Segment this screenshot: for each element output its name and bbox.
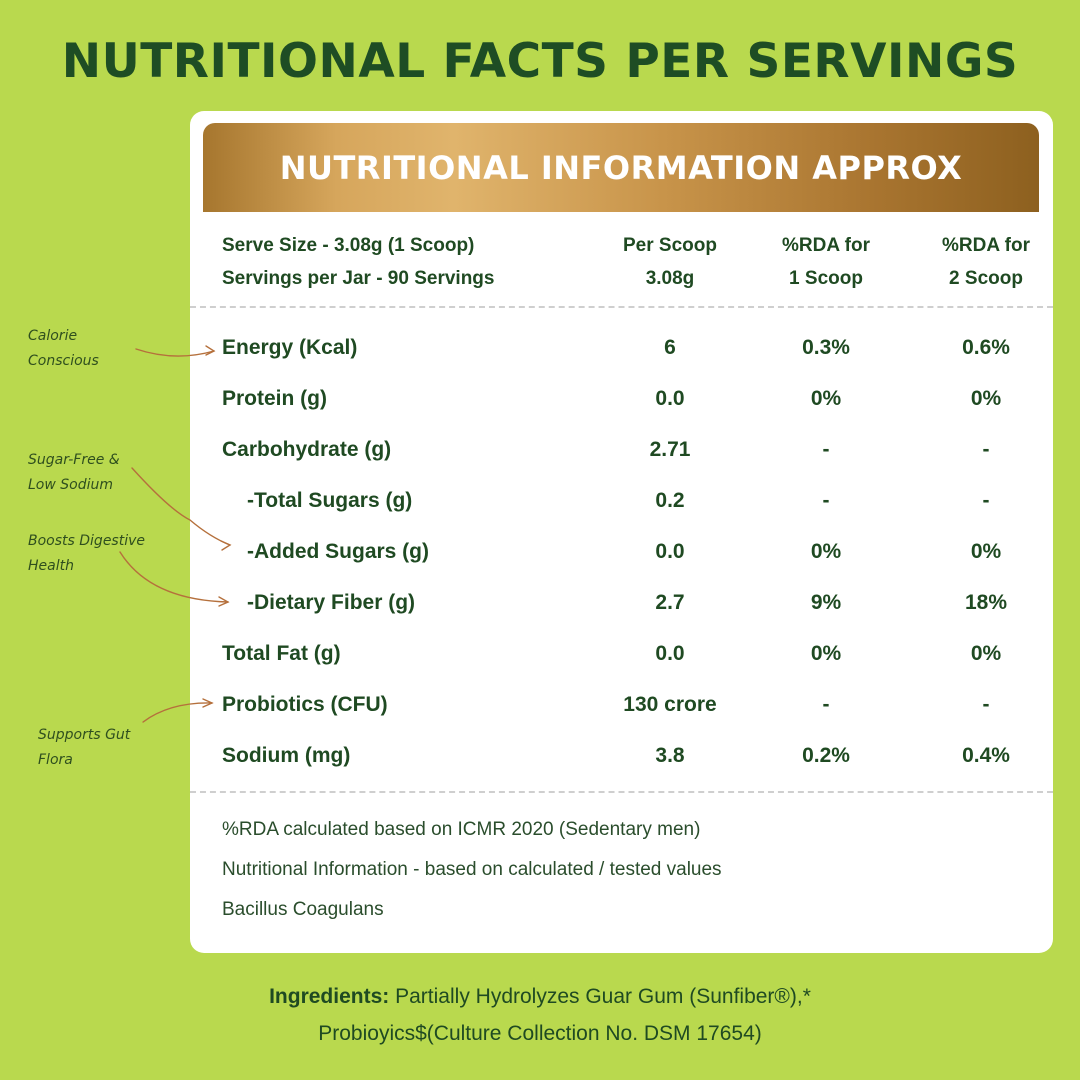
ingredients-line1: Ingredients: Partially Hydrolyzes Guar G… [0, 978, 1080, 1015]
footer-divider [190, 791, 1053, 793]
annotation-calorie: Calorie Conscious [28, 324, 99, 374]
rda-1-value: 9% [810, 591, 842, 614]
per-scoop-value: 2.71 [649, 438, 691, 461]
annotation-digestive-line1: Boosts Digestive [28, 533, 146, 549]
rda-2-value: - [982, 438, 990, 461]
gut-arrow [142, 702, 213, 723]
servings-per-jar: Servings per Jar - 90 Servings [222, 268, 495, 289]
nutrient-name: Probiotics (CFU) [222, 693, 388, 716]
digestive-arrowhead [218, 596, 230, 607]
rda-2-header-line2: 2 Scoop [949, 268, 1023, 289]
table-row: -Total Sugars (g) 0.2 - - [190, 475, 1053, 526]
ingredients-block: Ingredients: Partially Hydrolyzes Guar G… [0, 978, 1080, 1052]
rda-2-value: - [982, 489, 990, 512]
rda-2-value: 0.6% [962, 336, 1010, 359]
rda-1-value: - [822, 693, 830, 716]
annotation-calorie-line2: Conscious [28, 353, 99, 369]
rda-2-value: 0.4% [962, 744, 1010, 767]
rda-1-scoop-header: %RDA for 1 Scoop [746, 229, 906, 295]
per-scoop-value: 0.0 [655, 642, 685, 665]
nutrient-name: -Dietary Fiber (g) [247, 591, 416, 614]
page-title: NUTRITIONAL FACTS PER SERVINGS [61, 34, 1019, 89]
per-scoop-value: 6 [664, 336, 676, 359]
rda-note: %RDA calculated based on ICMR 2020 (Sede… [222, 819, 701, 840]
per-scoop-value: 0.2 [655, 489, 685, 512]
annotation-gut-line1: Supports Gut [38, 727, 131, 743]
nutrient-name: -Total Sugars (g) [247, 489, 413, 512]
annotation-digestive: Boosts Digestive Health [28, 529, 145, 579]
banner-title: NUTRITIONAL INFORMATION APPROX [279, 148, 963, 187]
nutrient-name: Carbohydrate (g) [222, 438, 392, 461]
annotation-gut: Supports Gut Flora [38, 723, 130, 773]
digestive-arrow [119, 551, 229, 603]
table-row: -Added Sugars (g) 0.0 0% 0% [190, 526, 1053, 577]
strain-note: Bacillus Coagulans [222, 899, 384, 920]
per-scoop-value: 130 crore [623, 693, 717, 716]
calorie-arrowhead [205, 345, 216, 356]
serve-size: Serve Size - 3.08g (1 Scoop) [222, 235, 475, 256]
annotation-sugar: Sugar-Free & Low Sodium [28, 448, 120, 498]
per-scoop-header: Per Scoop 3.08g [580, 229, 760, 295]
per-scoop-value: 0.0 [655, 387, 685, 410]
table-row: Total Fat (g) 0.0 0% 0% [190, 628, 1053, 679]
per-scoop-value: 2.7 [655, 591, 685, 614]
rda-2-value: 18% [964, 591, 1008, 614]
rda-1-value: - [822, 489, 830, 512]
annotation-sugar-line1: Sugar-Free & [28, 452, 120, 468]
rda-1-value: 0.3% [802, 336, 850, 359]
nutrient-name: -Added Sugars (g) [247, 540, 429, 563]
table-row: Energy (Kcal) 6 0.3% 0.6% [190, 322, 1053, 373]
ingredients-label: Ingredients: [269, 985, 390, 1008]
rda-2-header-line1: %RDA for [942, 235, 1030, 256]
nutrient-name: Sodium (mg) [222, 744, 351, 767]
per-scoop-header-line2: 3.08g [645, 268, 695, 289]
table-row: Protein (g) 0.0 0% 0% [190, 373, 1053, 424]
rda-2-value: 0% [970, 387, 1002, 410]
rda-1-value: 0% [810, 642, 842, 665]
rda-1-value: 0% [810, 387, 842, 410]
nutrient-name: Protein (g) [222, 387, 327, 410]
card-banner: NUTRITIONAL INFORMATION APPROX [203, 123, 1039, 212]
annotation-calorie-line1: Calorie [28, 328, 78, 344]
sugar-arrow [131, 467, 231, 546]
nutrient-name: Total Fat (g) [222, 642, 341, 665]
rda-1-value: 0% [810, 540, 842, 563]
per-scoop-value: 3.8 [655, 744, 685, 767]
per-scoop-header-line1: Per Scoop [623, 235, 717, 256]
annotation-sugar-line2: Low Sodium [28, 477, 114, 493]
header-divider [190, 306, 1053, 308]
table-row: Sodium (mg) 3.8 0.2% 0.4% [190, 730, 1053, 781]
rda-2-value: 0% [970, 642, 1002, 665]
per-scoop-value: 0.0 [655, 540, 685, 563]
serving-info: Serve Size - 3.08g (1 Scoop) Servings pe… [222, 229, 494, 295]
ingredients-text-2: Probioyics$(Culture Collection No. DSM 1… [318, 1022, 762, 1045]
calculation-note: Nutritional Information - based on calcu… [222, 859, 722, 880]
nutrition-card: NUTRITIONAL INFORMATION APPROX Serve Siz… [190, 111, 1053, 953]
rda-1-value: 0.2% [802, 744, 850, 767]
rda-2-scoop-header: %RDA for 2 Scoop [906, 229, 1066, 295]
sugar-arrowhead [220, 540, 232, 551]
ingredients-text-1: Partially Hydrolyzes Guar Gum (Sunfiber®… [395, 985, 811, 1008]
rda-2-value: 0% [970, 540, 1002, 563]
gut-arrowhead [202, 698, 214, 708]
calorie-arrow [135, 348, 215, 357]
table-row: Carbohydrate (g) 2.71 - - [190, 424, 1053, 475]
annotation-digestive-line2: Health [28, 558, 74, 574]
rda-1-header-line1: %RDA for [782, 235, 870, 256]
annotation-gut-line2: Flora [38, 752, 73, 768]
rda-2-value: - [982, 693, 990, 716]
nutrient-name: Energy (Kcal) [222, 336, 358, 359]
table-row: -Dietary Fiber (g) 2.7 9% 18% [190, 577, 1053, 628]
rda-1-value: - [822, 438, 830, 461]
rda-1-header-line2: 1 Scoop [789, 268, 863, 289]
table-row: Probiotics (CFU) 130 crore - - [190, 679, 1053, 730]
